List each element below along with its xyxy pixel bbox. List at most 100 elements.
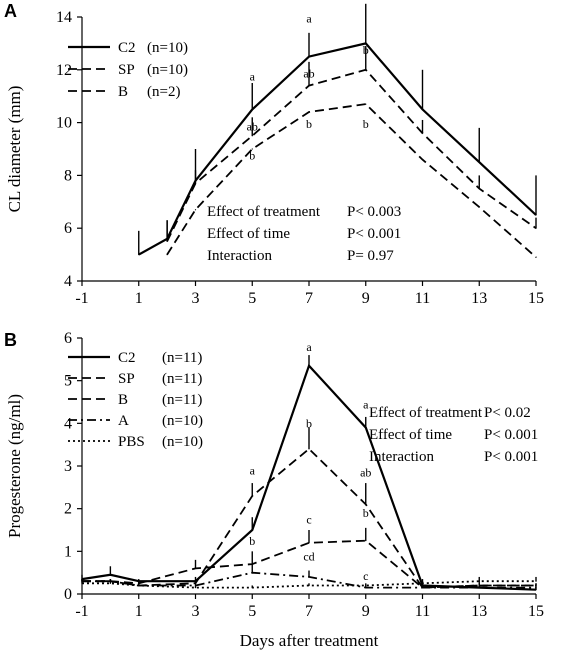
legend-sample-size: (n=2) <box>147 84 180 100</box>
x-tick-label: 7 <box>305 603 313 620</box>
data-point <box>535 587 537 589</box>
x-tick-label: 1 <box>135 603 143 620</box>
data-point <box>365 103 367 105</box>
y-tick-label: 4 <box>64 415 72 432</box>
y-tick-label: 8 <box>64 167 72 184</box>
data-point <box>138 254 140 256</box>
significance-label: cd <box>303 550 314 564</box>
data-point <box>478 580 480 582</box>
data-point <box>166 254 168 256</box>
legend-sample-size: (n=11) <box>162 371 202 387</box>
significance-label: c <box>363 569 368 583</box>
data-point <box>308 85 310 87</box>
stats-label: Effect of time <box>207 226 290 242</box>
data-point <box>365 540 367 542</box>
data-point <box>421 158 424 161</box>
data-point <box>478 587 480 589</box>
data-point <box>365 427 367 429</box>
data-point <box>251 587 253 589</box>
y-tick-label: 14 <box>56 9 72 26</box>
x-tick-label: 5 <box>248 603 256 620</box>
stats-label: Effect of time <box>369 427 452 443</box>
data-point <box>308 365 310 367</box>
series-line-b <box>166 103 537 258</box>
data-point <box>109 582 111 584</box>
series-line-sp <box>166 68 537 242</box>
data-point <box>194 182 197 184</box>
significance-label: c <box>306 513 311 527</box>
stats-value: P= 0.97 <box>347 248 394 264</box>
significance-label: a <box>250 69 256 83</box>
x-tick-label: 13 <box>471 603 487 620</box>
y-tick-label: 12 <box>56 62 72 79</box>
x-tick-label: 3 <box>192 603 200 620</box>
stats-label: Effect of treatment <box>207 204 321 220</box>
data-point <box>138 584 140 587</box>
stats-value: P< 0.001 <box>484 427 538 443</box>
series-b <box>81 527 537 589</box>
y-tick-label: 1 <box>64 543 72 560</box>
stats-label: Effect of treatment <box>369 405 483 421</box>
x-tick-label: 15 <box>528 603 544 620</box>
y-tick-label: 2 <box>64 501 72 518</box>
y-tick-label: 3 <box>64 458 72 475</box>
data-point <box>251 529 253 531</box>
significance-label: b <box>363 117 369 131</box>
x-tick-label: 13 <box>471 290 487 307</box>
x-tick-label: 9 <box>362 290 370 307</box>
series-line-b <box>82 539 536 589</box>
y-tick-label: 4 <box>64 273 72 290</box>
data-point <box>251 148 253 150</box>
legend: C2 (n=10) SP (n=10) B (n=2) <box>68 40 188 100</box>
stats-value: P< 0.001 <box>484 449 538 465</box>
significance-label: b <box>249 149 255 163</box>
significance-label: b <box>363 506 369 520</box>
significance-label: ab <box>303 67 314 81</box>
series-pbs <box>81 576 537 589</box>
x-tick-label: 7 <box>305 290 313 307</box>
stats-block: Effect of treatment P< 0.02 Effect of time… <box>369 405 538 465</box>
y-tick-label: 6 <box>64 220 72 237</box>
panel-letter: A <box>4 1 17 21</box>
legend-series-name: SP <box>118 62 135 78</box>
significance-label: a <box>250 464 256 478</box>
significance-label: b <box>363 43 369 57</box>
y-tick-label: 10 <box>56 115 72 132</box>
y-axis-title: CL diameter (mm) <box>5 86 24 213</box>
data-point <box>421 582 424 584</box>
data-point <box>251 495 253 497</box>
data-point <box>478 188 480 190</box>
data-point <box>194 567 197 570</box>
stats-block: Effect of treatment P< 0.003 Effect of tim… <box>207 204 401 264</box>
series-line-c2 <box>138 42 537 256</box>
data-point <box>421 132 424 134</box>
x-axis-title: Days after treatment <box>240 631 379 650</box>
x-tick-label: 11 <box>415 290 430 307</box>
legend-sample-size: (n=10) <box>147 40 188 56</box>
legend-sample-size: (n=10) <box>162 434 203 450</box>
data-point <box>308 56 310 58</box>
data-point <box>365 584 367 587</box>
significance-label: a <box>363 397 369 411</box>
x-tick-label: 9 <box>362 603 370 620</box>
legend-series-name: SP <box>118 371 135 387</box>
y-tick-label: 6 <box>64 330 72 347</box>
series-sp <box>81 427 537 589</box>
series-line-c2 <box>81 363 537 591</box>
significance-label: a <box>306 11 312 25</box>
data-point <box>308 448 310 450</box>
series-c2 <box>81 355 537 591</box>
significance-label: ab <box>360 466 371 480</box>
x-tick-label: -1 <box>75 603 88 620</box>
data-point <box>194 587 197 589</box>
data-point <box>166 240 168 242</box>
series-b <box>166 103 537 258</box>
x-tick-label: 3 <box>192 290 200 307</box>
significance-label: a <box>306 340 312 354</box>
legend-sample-size: (n=11) <box>162 350 202 366</box>
data-point <box>535 580 537 582</box>
data-point <box>251 135 253 137</box>
significance-label: b <box>306 117 312 131</box>
